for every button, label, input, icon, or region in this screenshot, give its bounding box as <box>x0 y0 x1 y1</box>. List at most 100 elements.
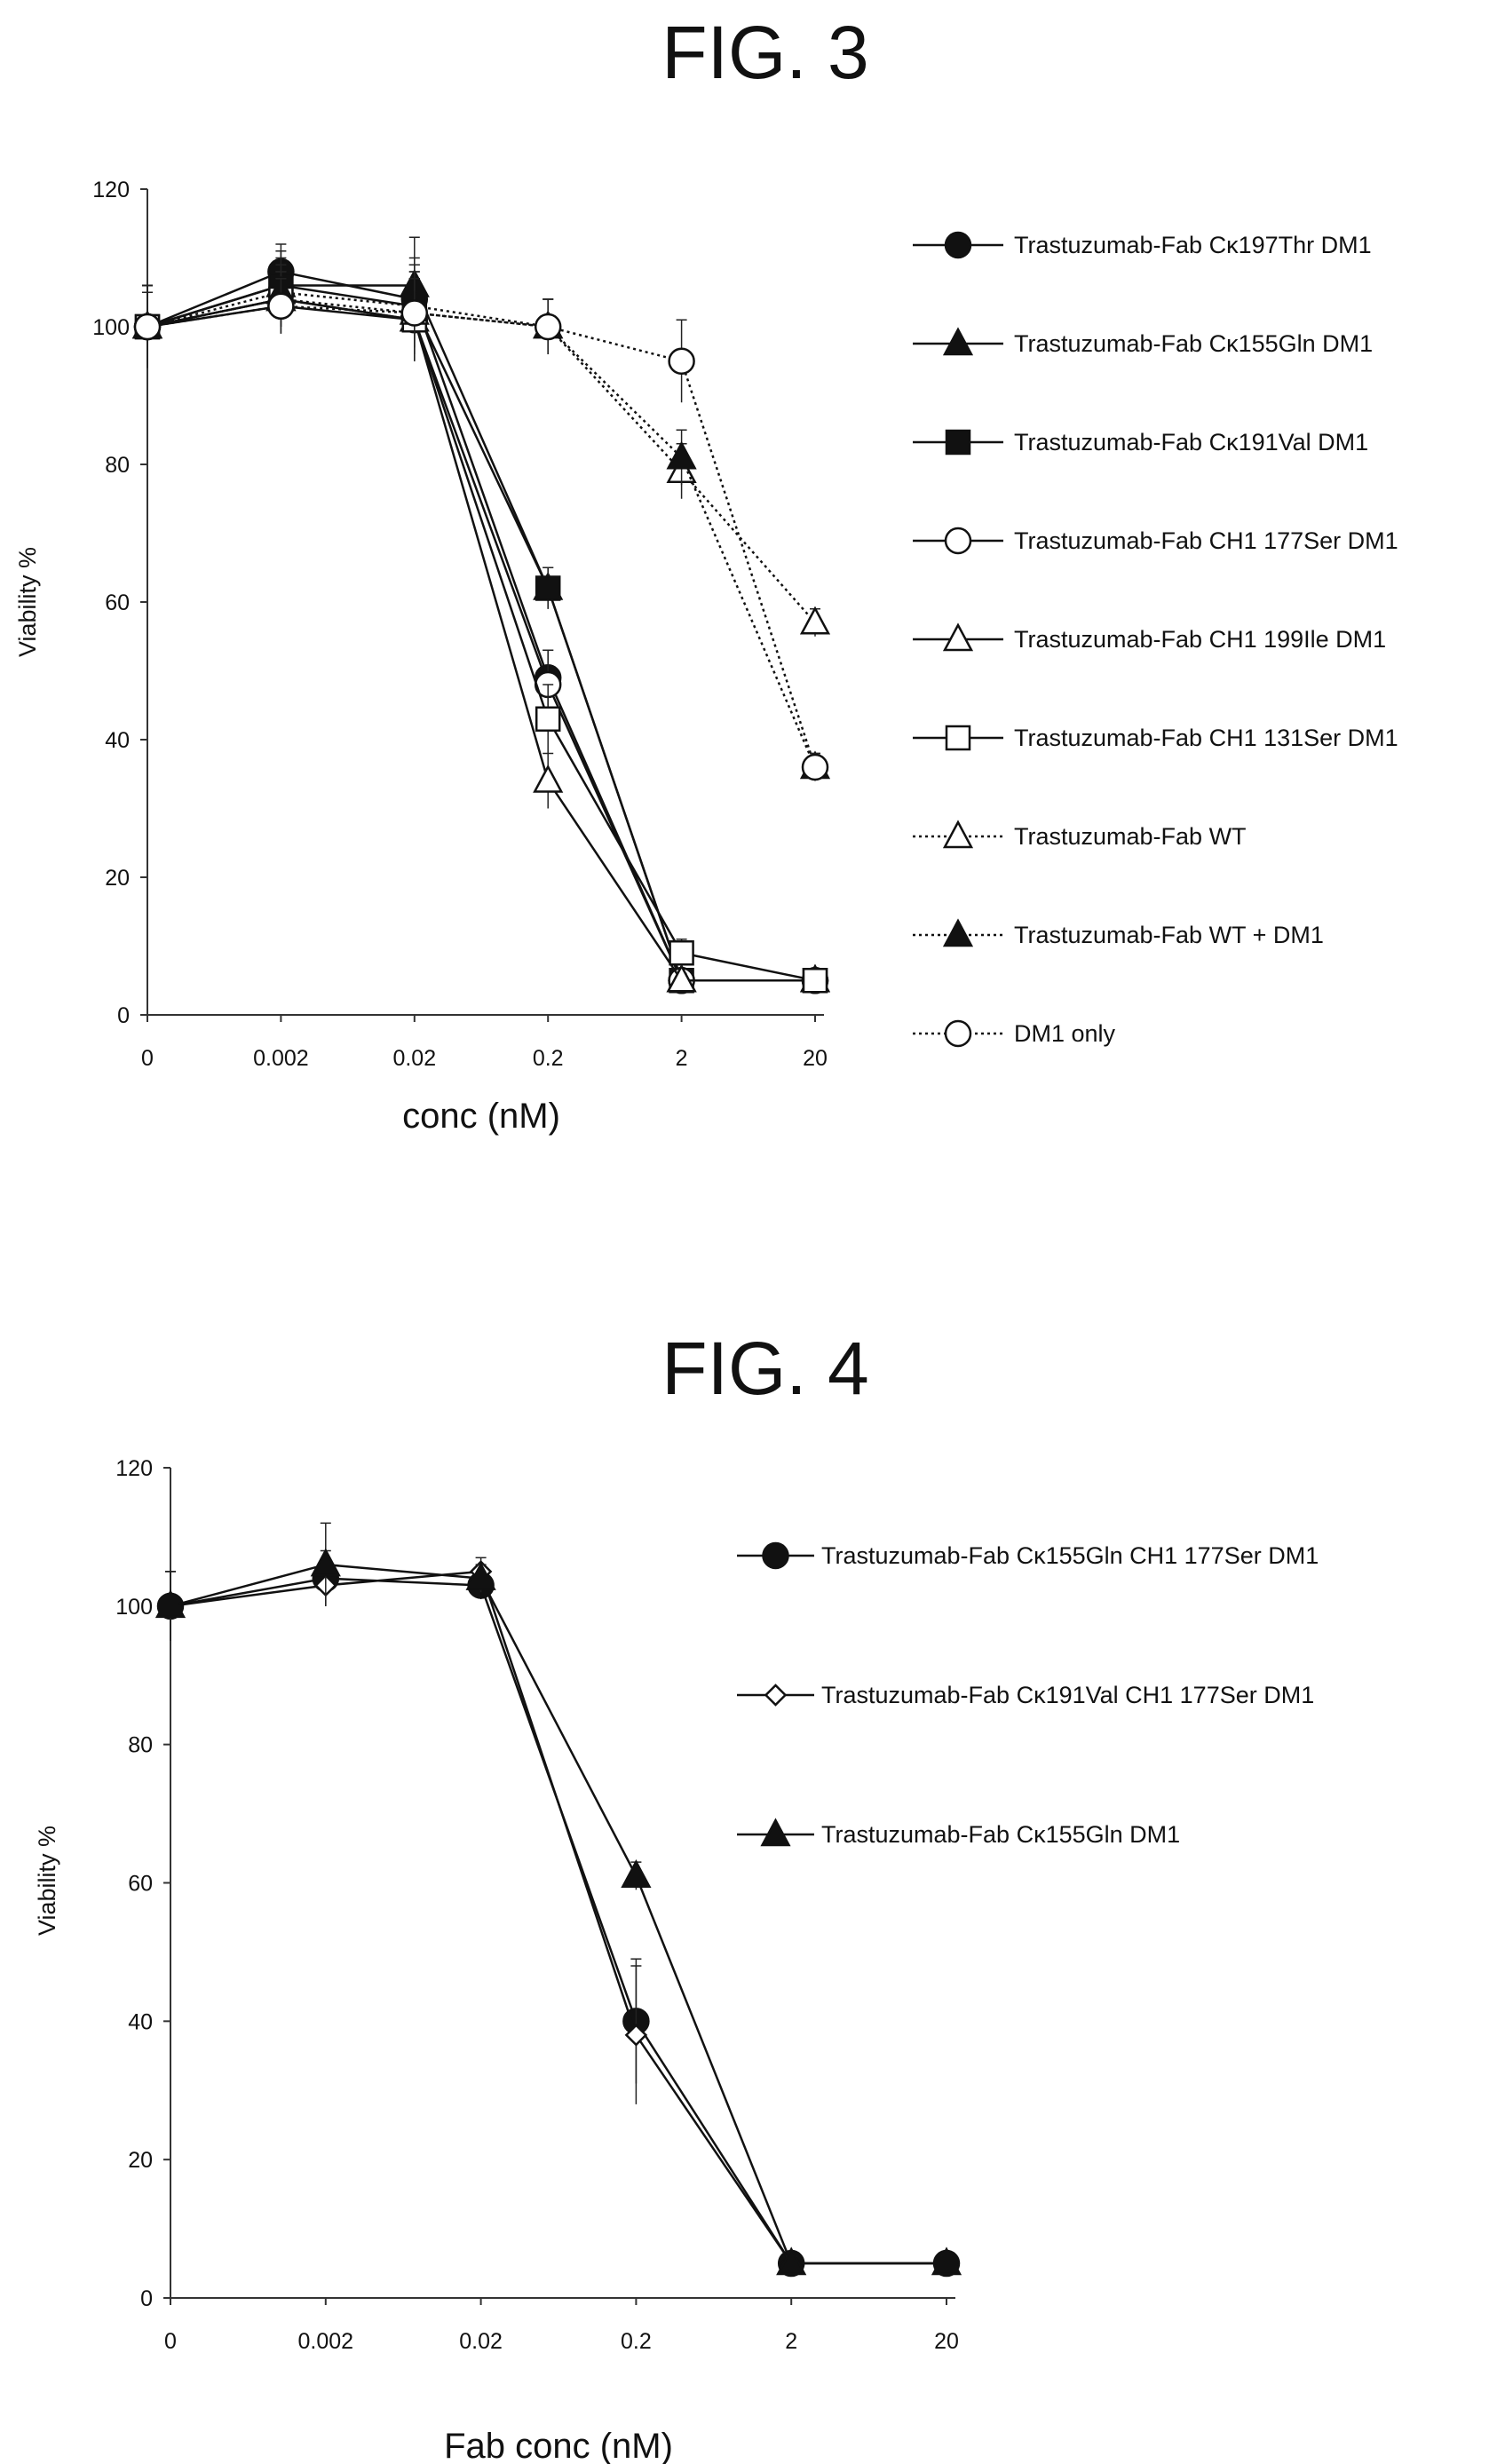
series-line <box>147 305 817 768</box>
legend-entry: Trastuzumab-Fab CH1 177Ser DM1 <box>913 527 1398 555</box>
x-tick-label: 0 <box>141 1046 154 1071</box>
legend-label: Trastuzumab-Fab WT <box>1014 823 1247 850</box>
x-tick-label: 20 <box>803 1046 828 1071</box>
series-line <box>147 270 815 982</box>
y-tick-label: 0 <box>117 1003 130 1028</box>
x-tick-label: 0 <box>164 2329 177 2354</box>
legend-entry: Trastuzumab-Fab WT <box>913 820 1247 850</box>
legend-marker <box>944 1019 972 1048</box>
x-tick-label: 2 <box>676 1046 688 1071</box>
series-4 <box>133 278 829 994</box>
x-tick-label: 0.02 <box>392 1046 436 1071</box>
legend-label: DM1 only <box>1014 1020 1116 1047</box>
legend-marker <box>945 725 971 751</box>
legend-label: Trastuzumab-Fab CH1 199Ile DM1 <box>1014 626 1386 653</box>
series-line <box>170 1563 947 2265</box>
legend-label: Trastuzumab-Fab Cκ191Val DM1 <box>1014 429 1368 456</box>
data-point <box>666 963 697 993</box>
data-point <box>621 1859 652 1888</box>
legend-entry: Trastuzumab-Fab Cκ191Val CH1 177Ser DM1 <box>737 1682 1314 1708</box>
legend-entry: Trastuzumab-Fab Cκ197Thr DM1 <box>913 231 1372 259</box>
legend-marker <box>760 1818 791 1847</box>
series-line <box>147 305 815 982</box>
data-point <box>535 706 561 732</box>
y-tick-label: 40 <box>128 2009 153 2034</box>
series-line <box>147 284 815 982</box>
y-tick-label: 80 <box>128 1733 153 1758</box>
series-6 <box>134 271 828 994</box>
x-tick-label: 2 <box>785 2329 797 2354</box>
series-2 <box>159 1557 958 2275</box>
data-point <box>931 2246 962 2276</box>
y-tick-label: 120 <box>92 178 130 202</box>
legend-marker <box>942 622 974 652</box>
series-2 <box>131 236 831 993</box>
legend-entry: Trastuzumab-Fab CH1 199Ile DM1 <box>913 622 1386 653</box>
y-tick-label: 60 <box>105 590 130 615</box>
data-point <box>310 1548 341 1577</box>
legend-label: Trastuzumab-Fab Cκ155Gln CH1 177Ser DM1 <box>821 1542 1319 1569</box>
legend-marker <box>764 1684 788 1707</box>
data-point <box>133 313 162 341</box>
y-tick-label: 100 <box>115 1595 153 1620</box>
legend-entry: Trastuzumab-Fab Cκ191Val DM1 <box>913 429 1368 456</box>
legend-label: Trastuzumab-Fab CH1 177Ser DM1 <box>1014 527 1398 554</box>
x-tick-label: 0.2 <box>621 2329 652 2354</box>
data-point <box>799 606 831 635</box>
data-point <box>668 347 695 375</box>
data-point <box>776 2246 807 2276</box>
legend-entry: DM1 only <box>913 1019 1116 1048</box>
data-point <box>666 440 697 470</box>
series-7 <box>131 271 831 637</box>
legend-marker <box>942 918 974 947</box>
legend-label: Trastuzumab-Fab CH1 131Ser DM1 <box>1014 725 1398 751</box>
data-point <box>535 575 561 601</box>
x-tick-label: 0.002 <box>298 2329 354 2354</box>
y-axis-label: Viability % <box>14 547 41 657</box>
figure-title: FIG. 4 <box>661 1327 868 1410</box>
data-point <box>465 1562 496 1590</box>
chart-3: FIG. 3 0 20 40 60 80 100 120 0 0.002 0.02 0.2 2 20 con… <box>14 11 1398 1136</box>
series-line <box>147 284 815 982</box>
x-axis-label: conc (nM) <box>402 1097 560 1136</box>
x-tick-label: 20 <box>934 2329 959 2354</box>
series-3 <box>154 1522 962 2276</box>
legend-marker <box>944 527 972 555</box>
y-tick-label: 20 <box>128 2148 153 2173</box>
chart-4: FIG. 4 0 20 40 60 80 100 120 0 0.002 0.02 0.2 2 20 Fab… <box>34 1327 1319 2464</box>
data-point <box>801 753 829 781</box>
data-point <box>267 292 295 320</box>
legend-marker <box>942 820 974 849</box>
y-axis-label: Viability % <box>34 1826 60 1936</box>
series-line <box>147 297 816 982</box>
legend-marker <box>942 327 974 356</box>
legend-marker <box>945 429 971 456</box>
y-tick-label: 80 <box>105 453 130 478</box>
legend-entry: Trastuzumab-Fab Cκ155Gln DM1 <box>737 1818 1180 1848</box>
y-tick-label: 60 <box>128 1872 153 1897</box>
legend-entry: Trastuzumab-Fab WT + DM1 <box>913 918 1324 948</box>
data-point <box>669 940 694 966</box>
series-5 <box>131 271 831 993</box>
legend-label: Trastuzumab-Fab WT + DM1 <box>1014 922 1324 948</box>
y-tick-label: 20 <box>105 866 130 891</box>
series-line <box>170 1570 947 2265</box>
x-tick-label: 0.2 <box>533 1046 564 1071</box>
series-1 <box>156 1549 961 2278</box>
data-point <box>154 1589 186 1619</box>
legend-label: Trastuzumab-Fab Cκ197Thr DM1 <box>1014 232 1372 258</box>
series-line <box>147 290 817 768</box>
figure-title: FIG. 3 <box>661 11 868 94</box>
data-point <box>533 764 564 793</box>
y-tick-label: 100 <box>92 315 130 340</box>
x-tick-label: 0.02 <box>459 2329 503 2354</box>
data-point <box>400 299 429 327</box>
legend-label: Trastuzumab-Fab Cκ191Val CH1 177Ser DM1 <box>821 1682 1314 1708</box>
x-tick-label: 0.002 <box>253 1046 309 1071</box>
series-3 <box>134 257 828 994</box>
series-1 <box>133 243 829 994</box>
legend-label: Trastuzumab-Fab Cκ155Gln DM1 <box>821 1821 1180 1848</box>
legend-entry: Trastuzumab-Fab Cκ155Gln CH1 177Ser DM1 <box>737 1541 1319 1570</box>
y-tick-label: 120 <box>115 1456 153 1481</box>
legend-entry: Trastuzumab-Fab Cκ155Gln DM1 <box>913 327 1373 357</box>
